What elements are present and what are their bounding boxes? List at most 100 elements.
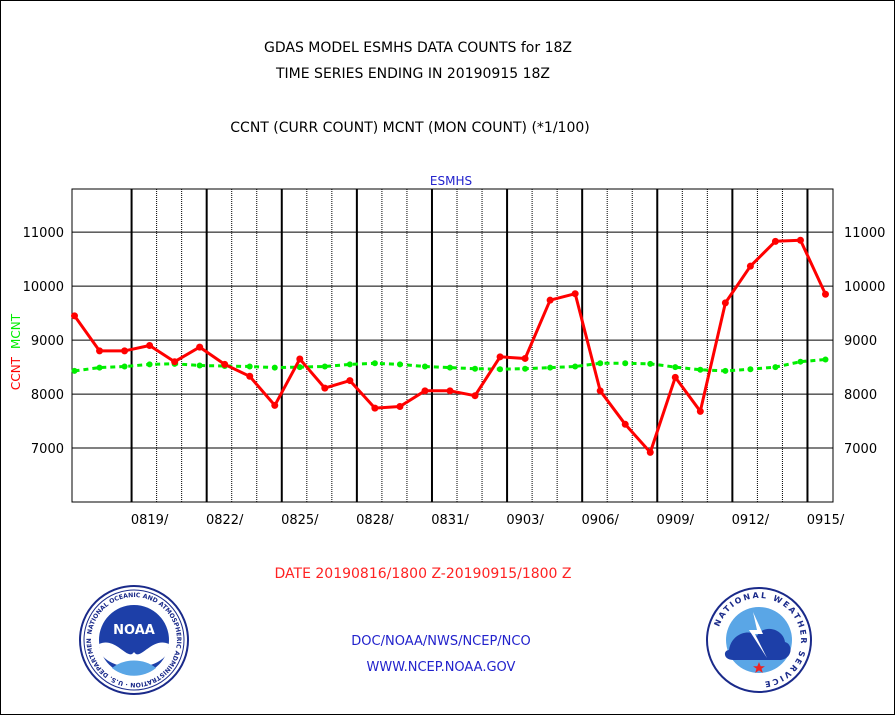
data-point-ccnt	[721, 299, 729, 307]
x-tick-label: 0903/	[506, 513, 544, 528]
data-point-ccnt	[596, 387, 604, 395]
org-url: WWW.NCEP.NOAA.GOV	[367, 660, 516, 675]
y-axis-label-group: CCNT MCNT	[9, 313, 23, 390]
x-tick-label: 0831/	[431, 513, 469, 528]
x-tick-label: 0825/	[281, 513, 319, 528]
x-tick-label: 0822/	[206, 513, 244, 528]
data-point-mcnt	[121, 363, 128, 370]
x-tick-label: 0906/	[581, 513, 619, 528]
data-point-ccnt	[821, 290, 829, 298]
nws-logo: NATIONAL WEATHER SERVICE	[706, 587, 812, 693]
date-range-label: DATE 20190816/1800 Z-20190915/1800 Z	[275, 566, 572, 582]
data-point-mcnt	[321, 363, 328, 370]
data-point-ccnt	[346, 377, 354, 385]
data-point-mcnt	[346, 361, 353, 368]
y-tick-label-left: 8000	[31, 388, 64, 403]
data-point-ccnt	[196, 343, 204, 351]
data-point-mcnt	[797, 358, 804, 365]
noaa-bird-icon	[99, 642, 169, 668]
data-point-mcnt	[772, 364, 779, 371]
data-point-ccnt	[771, 237, 779, 245]
data-point-ccnt	[396, 402, 404, 410]
data-point-ccnt	[646, 448, 654, 456]
data-point-ccnt	[321, 384, 329, 392]
data-point-ccnt	[121, 347, 129, 355]
data-point-mcnt	[747, 366, 754, 373]
data-point-ccnt	[546, 296, 554, 304]
data-point-mcnt	[547, 364, 554, 371]
x-tick-label: 0828/	[356, 513, 394, 528]
nws-cloud-icon	[724, 628, 791, 660]
org-credit: DOC/NOAA/NWS/NCEP/NCO	[351, 634, 530, 649]
data-point-mcnt	[622, 360, 629, 367]
y-tick-label-right: 8000	[844, 388, 877, 403]
chart-title-line2: TIME SERIES ENDING IN 20190915 18Z	[275, 66, 550, 82]
data-point-ccnt	[621, 420, 629, 428]
data-point-mcnt	[446, 364, 453, 371]
noaa-center-text: NOAA	[113, 623, 155, 638]
y-tick-label-right: 10000	[844, 280, 885, 295]
data-point-mcnt	[421, 363, 428, 370]
x-tick-label: 0909/	[657, 513, 695, 528]
y-tick-label-right: 11000	[844, 226, 885, 241]
data-point-ccnt	[371, 404, 379, 412]
y-axis-label-mcnt: MCNT	[9, 313, 23, 349]
data-point-mcnt	[371, 360, 378, 367]
data-point-ccnt	[171, 358, 179, 366]
data-point-mcnt	[722, 367, 729, 374]
data-point-mcnt	[597, 360, 604, 367]
data-point-ccnt	[446, 387, 454, 395]
data-point-mcnt	[572, 363, 579, 370]
data-point-mcnt	[497, 366, 504, 373]
y-tick-layer: 7000 7000 8000 8000 9000 9000 10000 10000 11000 1…	[23, 226, 886, 457]
data-point-ccnt	[146, 342, 154, 349]
svg-text:CCNTMCNT: CCNT MCNT	[9, 313, 23, 390]
chart-title: GDAS MODEL ESMHS DATA COUNTS for 18Z	[264, 40, 572, 56]
y-tick-label-left: 10000	[23, 280, 64, 295]
data-point-ccnt	[496, 353, 504, 361]
nws-star-icon	[753, 662, 765, 673]
data-point-ccnt	[521, 354, 529, 362]
data-point-mcnt	[296, 364, 303, 371]
series-layer	[71, 236, 829, 456]
data-point-ccnt	[71, 312, 79, 320]
x-tick-layer: 0819/0822/0825/0828/0831/0903/0906/0909/…	[131, 513, 845, 528]
data-point-ccnt	[746, 262, 754, 270]
grid-layer	[72, 189, 833, 502]
series-note: CCNT (CURR COUNT) MCNT (MON COUNT) (*1/1…	[230, 120, 589, 136]
plot-area-border	[71, 188, 834, 503]
data-point-mcnt	[396, 361, 403, 368]
data-point-mcnt	[522, 365, 529, 372]
data-point-ccnt	[571, 290, 579, 298]
data-point-ccnt	[246, 372, 254, 380]
data-point-ccnt	[671, 373, 679, 381]
data-point-ccnt	[696, 407, 704, 415]
data-point-ccnt	[296, 355, 304, 363]
data-point-mcnt	[96, 364, 103, 371]
data-point-mcnt	[196, 362, 203, 369]
data-point-ccnt	[421, 387, 429, 395]
x-tick-label: 0915/	[807, 513, 845, 528]
y-tick-label-left: 7000	[31, 442, 64, 457]
data-point-mcnt	[647, 360, 654, 367]
x-tick-label: 0912/	[732, 513, 770, 528]
data-point-mcnt	[271, 364, 278, 371]
y-tick-label-right: 9000	[844, 334, 877, 349]
data-point-ccnt	[471, 392, 479, 400]
y-tick-label-right: 7000	[844, 442, 877, 457]
data-point-ccnt	[796, 236, 804, 244]
data-point-mcnt	[697, 366, 704, 373]
data-point-mcnt	[71, 367, 78, 374]
data-point-mcnt	[672, 364, 679, 371]
x-tick-label: 0819/	[131, 513, 169, 528]
plot-subtitle: ESMHS	[430, 174, 472, 188]
data-point-ccnt	[221, 360, 229, 368]
data-point-mcnt	[146, 361, 153, 368]
nws-lightning-icon	[749, 612, 767, 658]
y-tick-label-left: 11000	[23, 226, 64, 241]
y-axis-label-ccnt: CCNT	[9, 356, 23, 390]
data-point-mcnt	[822, 356, 829, 363]
data-point-mcnt	[472, 365, 479, 372]
